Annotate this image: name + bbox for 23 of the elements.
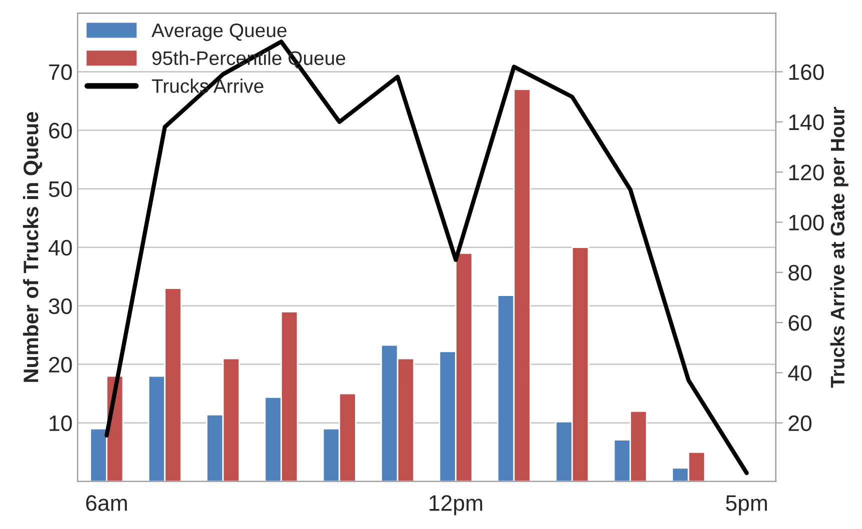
y-tick-label: 10 [50, 415, 72, 432]
x-tick-label: 5pm [726, 495, 767, 516]
y-tick-label: 40 [48, 240, 72, 256]
y-tick-label: 70 [49, 64, 72, 80]
y2-axis-title: Trucks Arrive at Gate per Hour [830, 106, 848, 388]
x-tick-label: 6am [86, 495, 127, 511]
line-series [104, 40, 749, 476]
legend-label: Average Queue [152, 23, 286, 42]
y2-tick-label: 80 [788, 264, 812, 281]
y-tick-label: 60 [49, 122, 72, 139]
y2-tick-label: 160 [789, 64, 824, 80]
y2-tick-label: 20 [788, 415, 812, 432]
y-tick-label: 50 [48, 181, 72, 198]
x-tick-label: 12pm [430, 495, 482, 516]
y-axis-title: Number of Trucks in Queue [23, 112, 42, 382]
y2-tick-label: 140 [789, 114, 824, 130]
y2-tick-label: 40 [788, 365, 812, 381]
y2-tick-label: 60 [788, 315, 812, 331]
y2-tick-label: 100 [789, 214, 824, 230]
legend-label: Trucks Arrive [152, 78, 264, 93]
y2-tick-label: 120 [789, 164, 824, 180]
y-tick-label: 30 [48, 298, 72, 314]
y-tick-label: 20 [49, 356, 72, 373]
